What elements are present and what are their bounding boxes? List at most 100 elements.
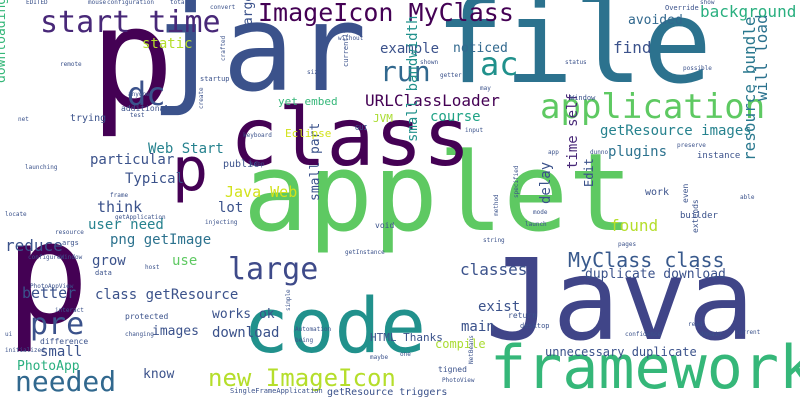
cloud-word-simple: simple [285,289,292,311]
cloud-word-anyone: anyone [128,91,150,98]
cloud-word-may: may [480,85,491,92]
cloud-word-remote: remote [60,61,82,68]
cloud-word-startup: startup [200,75,230,83]
cloud-word-web-start: Web Start [148,141,224,157]
cloud-word-found: found [610,216,659,235]
cloud-word-frame: frame [110,192,129,199]
cloud-word-class-getresource: class getResource [95,287,239,303]
cloud-word-public: public [223,159,260,170]
cloud-word-class: class [230,91,471,184]
cloud-word-specified: specified [513,165,520,198]
cloud-word-new-imageicon: new ImageIcon [208,364,396,392]
cloud-word-return: return [508,311,537,320]
cloud-word-course: course [430,109,481,125]
cloud-word-p-bottom: p [5,193,90,356]
cloud-word-input: input [465,127,484,134]
cloud-word-work: work [645,187,670,198]
cloud-word-method: method [493,194,500,216]
cloud-word-jvm: JVM [373,112,393,125]
cloud-word-additional: additional [121,104,170,113]
cloud-word-shown: shown [420,59,439,66]
cloud-word-host: host [145,264,160,271]
cloud-word-preserve: preserve [677,142,706,149]
cloud-word-file: file [435,0,712,110]
cloud-word-images: images [152,324,199,339]
cloud-word-gui: GUI [355,124,368,132]
cloud-word-jar: jar [150,0,367,119]
cloud-word-static: static [142,36,193,52]
cloud-word-urlclassloader: URLClassLoader [365,91,500,110]
cloud-word-getinstance: getInstance [345,249,385,256]
cloud-word-size: size [307,69,322,76]
cloud-word-ac: ac [480,45,519,83]
cloud-word-getresource-images: getResource images [600,123,752,139]
cloud-word-void: void [375,221,395,230]
cloud-word-myclass-class: MyClass class [568,248,725,272]
cloud-word-confidence: confidence [625,331,662,338]
cloud-word-large-size: large size [241,0,256,33]
cloud-word-small: small [40,344,83,360]
cloud-word-extends: extends [691,199,700,233]
cloud-word-delay: delay [538,161,554,204]
cloud-word-large: large [228,252,319,287]
cloud-word-exist: exist [478,299,521,315]
cloud-word-works-ok: works ok [212,307,275,322]
cloud-word-data: data [95,269,112,277]
cloud-word-being: being [295,337,314,344]
cloud-word-configurewindow: configureWindow [28,254,83,261]
cloud-word-p-large: p [90,0,175,141]
cloud-word-pre: pre [30,307,85,342]
cloud-word-dunno: dunno [590,149,609,156]
cloud-word-launch: launch [525,221,547,228]
cloud-word-main: main [461,319,495,335]
cloud-word-show: show [700,0,715,6]
cloud-word-yet-embed: yet embed [278,95,338,108]
cloud-word-test: test [130,112,145,119]
cloud-word-getter: getter [440,72,462,79]
cloud-word-protected: protected [125,312,169,321]
cloud-word-able: able [740,194,755,201]
cloud-word-needed: needed [15,365,117,398]
cloud-word-singleframeapplication: SingleFrameApplication [230,387,323,395]
cloud-word-user-need: user need [88,217,164,233]
cloud-word-edited: EDITED [26,0,48,6]
cloud-word-locate: locate [5,211,27,218]
cloud-word-netbeans: NetBeans [468,335,475,364]
cloud-word-photoappview: PhotoAppView [30,283,74,290]
cloud-word-downloading: downloading [0,0,9,83]
cloud-word-framework: framework [490,333,800,400]
cloud-word-java-web: Java Web [225,183,298,201]
cloud-word-difference: difference [40,337,89,346]
cloud-word-app: app [548,149,559,156]
cloud-word-possible: possible [683,65,712,72]
cloud-word-builder: builder [680,211,718,221]
cloud-word-typical: Typical [125,171,185,187]
cloud-word-maybe: maybe [370,354,389,361]
cloud-word-instance: instance [697,151,741,161]
cloud-word-applet: applet [243,131,634,256]
cloud-word-photoview: PhotoView [442,377,475,384]
cloud-word-initialized: initialized [5,347,45,354]
cloud-word-avoided: avoided [628,13,683,28]
cloud-word-mode: mode [533,209,548,216]
cloud-word-dc: dc [127,75,166,113]
cloud-word-even: even [681,183,690,203]
cloud-word-edit: Edit [582,158,596,187]
cloud-word-grow: grow [92,253,126,269]
cloud-word-particular: particular [90,152,175,168]
cloud-word-example: example [380,41,440,57]
cloud-word-tigned: tigned [438,365,467,374]
cloud-word-classes: classes [460,260,528,279]
cloud-word-eclipse: Eclipse [285,127,332,140]
cloud-word-create: create [198,87,205,109]
cloud-word-override: Override [665,4,699,12]
cloud-word-one: one [400,351,411,358]
cloud-word-will-load: will load [752,14,771,101]
cloud-word-better: better [22,284,77,302]
cloud-word-html-thanks: HTML Thanks [370,331,443,344]
cloud-word-interact: interact [55,307,84,314]
cloud-word-total: total [170,0,189,6]
cloud-word-unnecessary-duplicate: unnecessary duplicate [545,345,697,359]
cloud-word-imageicon-myclass: ImageIcon MyClass [258,0,514,27]
cloud-word-code: code [243,281,427,370]
